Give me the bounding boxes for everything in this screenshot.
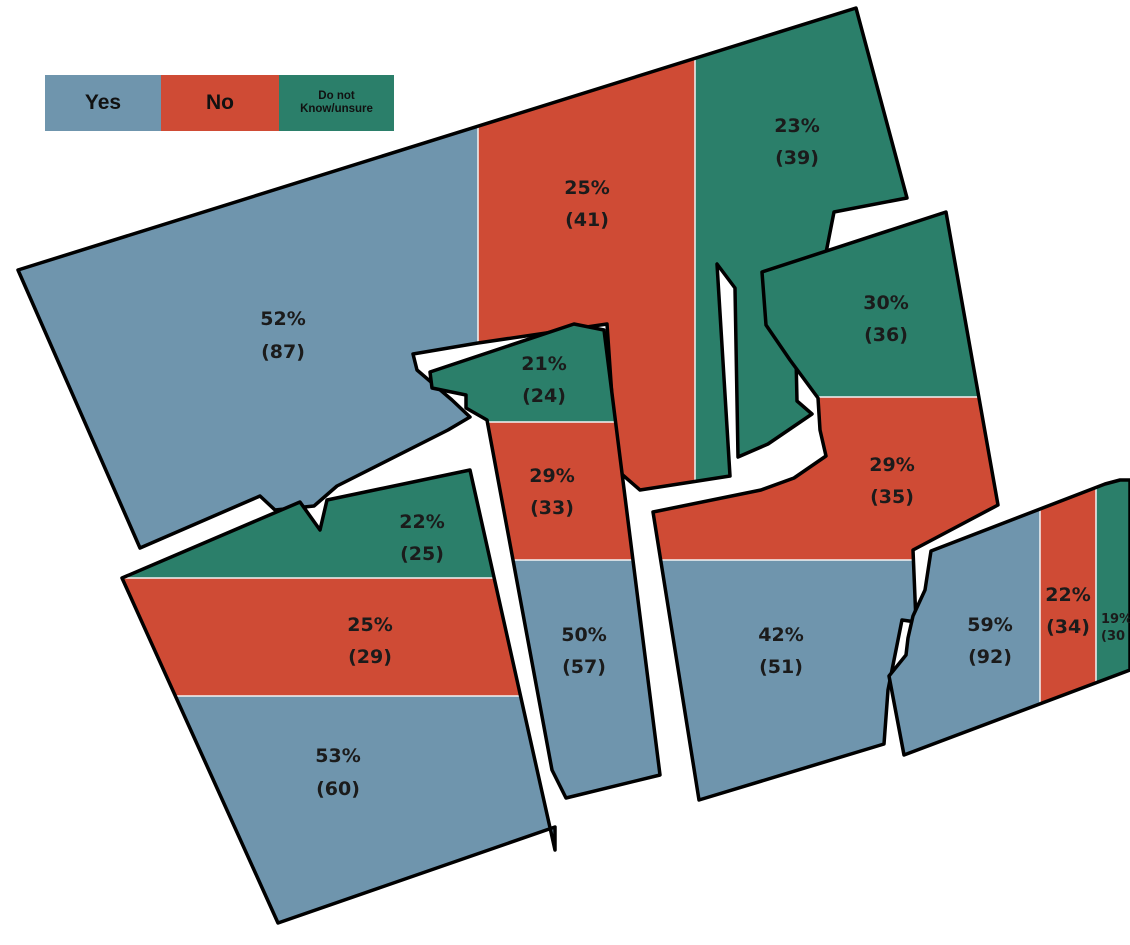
- legend-no: No: [161, 75, 279, 131]
- r2-unsure-pct: 22%: [399, 511, 444, 533]
- r2-no-count: (29): [348, 646, 392, 668]
- r2-yes-count: (60): [316, 778, 360, 800]
- legend-unsure: Do not Know/unsure: [279, 75, 394, 131]
- r5-unsure-pct: 19%: [1101, 612, 1130, 627]
- r2-no-pct: 25%: [347, 614, 392, 636]
- region-2-outline: [120, 468, 557, 925]
- r3-yes-pct: 50%: [561, 624, 606, 646]
- legend-yes: Yes: [45, 75, 161, 131]
- r3-yes-count: (57): [562, 656, 606, 678]
- r5-unsure-count: (30: [1101, 629, 1125, 644]
- legend: Yes No Do not Know/unsure: [45, 75, 394, 131]
- r2-yes-pct: 53%: [315, 745, 360, 767]
- r1-yes-pct: 52%: [260, 308, 305, 330]
- r2-unsure-count: (25): [400, 543, 444, 565]
- legend-no-label: No: [206, 91, 234, 114]
- r4-unsure-pct: 30%: [863, 292, 908, 314]
- r4-yes-count: (51): [759, 656, 803, 678]
- r3-no-count: (33): [530, 497, 574, 519]
- region-4-outline: [651, 210, 1000, 802]
- r3-unsure-count: (24): [522, 385, 566, 407]
- region-3-outline: [428, 322, 662, 800]
- r4-unsure-count: (36): [864, 324, 908, 346]
- region-2-no-fill: [122, 578, 555, 696]
- r4-yes-pct: 42%: [758, 624, 803, 646]
- r3-unsure-pct: 21%: [521, 353, 566, 375]
- region-5-outline: [887, 478, 1130, 757]
- r1-no-pct: 25%: [564, 177, 609, 199]
- r4-no-count: (35): [870, 486, 914, 508]
- r1-yes-count: (87): [261, 341, 305, 363]
- r1-no-count: (41): [565, 209, 609, 231]
- legend-unsure-label: Do not Know/unsure: [300, 89, 373, 115]
- legend-yes-label: Yes: [84, 91, 122, 114]
- r5-yes-count: (92): [968, 646, 1012, 668]
- r5-no-count: (34): [1046, 616, 1090, 638]
- r4-no-pct: 29%: [869, 454, 914, 476]
- r5-no-pct: 22%: [1045, 584, 1090, 606]
- r1-unsure-count: (39): [775, 147, 819, 169]
- r1-unsure-pct: 23%: [774, 115, 819, 137]
- r3-no-pct: 29%: [529, 465, 574, 487]
- r5-yes-pct: 59%: [967, 614, 1012, 636]
- region-labels: 52% (87) 25% (41) 23% (39) 22% (25) 25% …: [260, 115, 1130, 800]
